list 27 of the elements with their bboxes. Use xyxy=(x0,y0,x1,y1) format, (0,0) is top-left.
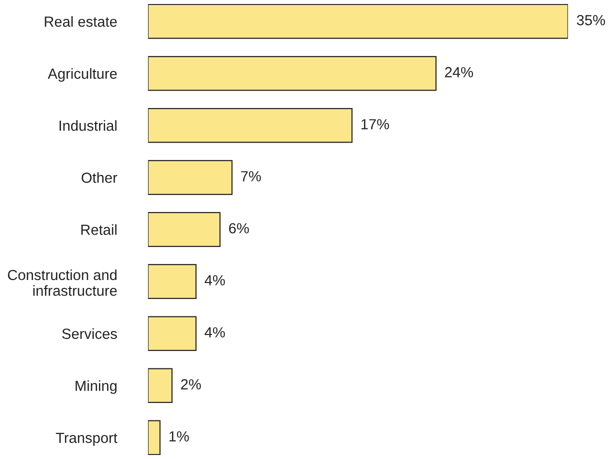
bar xyxy=(148,264,197,299)
bar xyxy=(148,4,568,39)
data-label: 1% xyxy=(169,431,189,442)
bar xyxy=(148,368,173,404)
bar xyxy=(148,212,221,247)
y-tick-label: Retail xyxy=(81,224,116,235)
y-tick-label: Mining xyxy=(76,380,117,394)
data-label: 35% xyxy=(576,14,606,26)
data-label: 6% xyxy=(229,223,249,234)
bar xyxy=(148,420,161,456)
data-label: 17% xyxy=(361,119,390,130)
data-label: 7% xyxy=(241,171,261,182)
y-tick-label: Transport xyxy=(56,432,118,446)
y-tick-label: Agriculture xyxy=(48,68,117,82)
y-tick-label: Other xyxy=(82,172,118,183)
bar xyxy=(148,56,437,91)
data-label: 4% xyxy=(204,327,225,338)
data-label: 2% xyxy=(181,379,201,390)
bar xyxy=(148,108,353,143)
data-label: 24% xyxy=(445,67,474,78)
y-tick-label: Industrial xyxy=(60,120,116,131)
bar xyxy=(148,160,233,195)
y-tick-label: Construction and infrastructure xyxy=(8,269,117,296)
y-tick-label: Real estate xyxy=(44,16,117,27)
bar xyxy=(148,316,197,352)
data-label: 4% xyxy=(204,275,225,286)
y-tick-label: Services xyxy=(62,328,117,339)
